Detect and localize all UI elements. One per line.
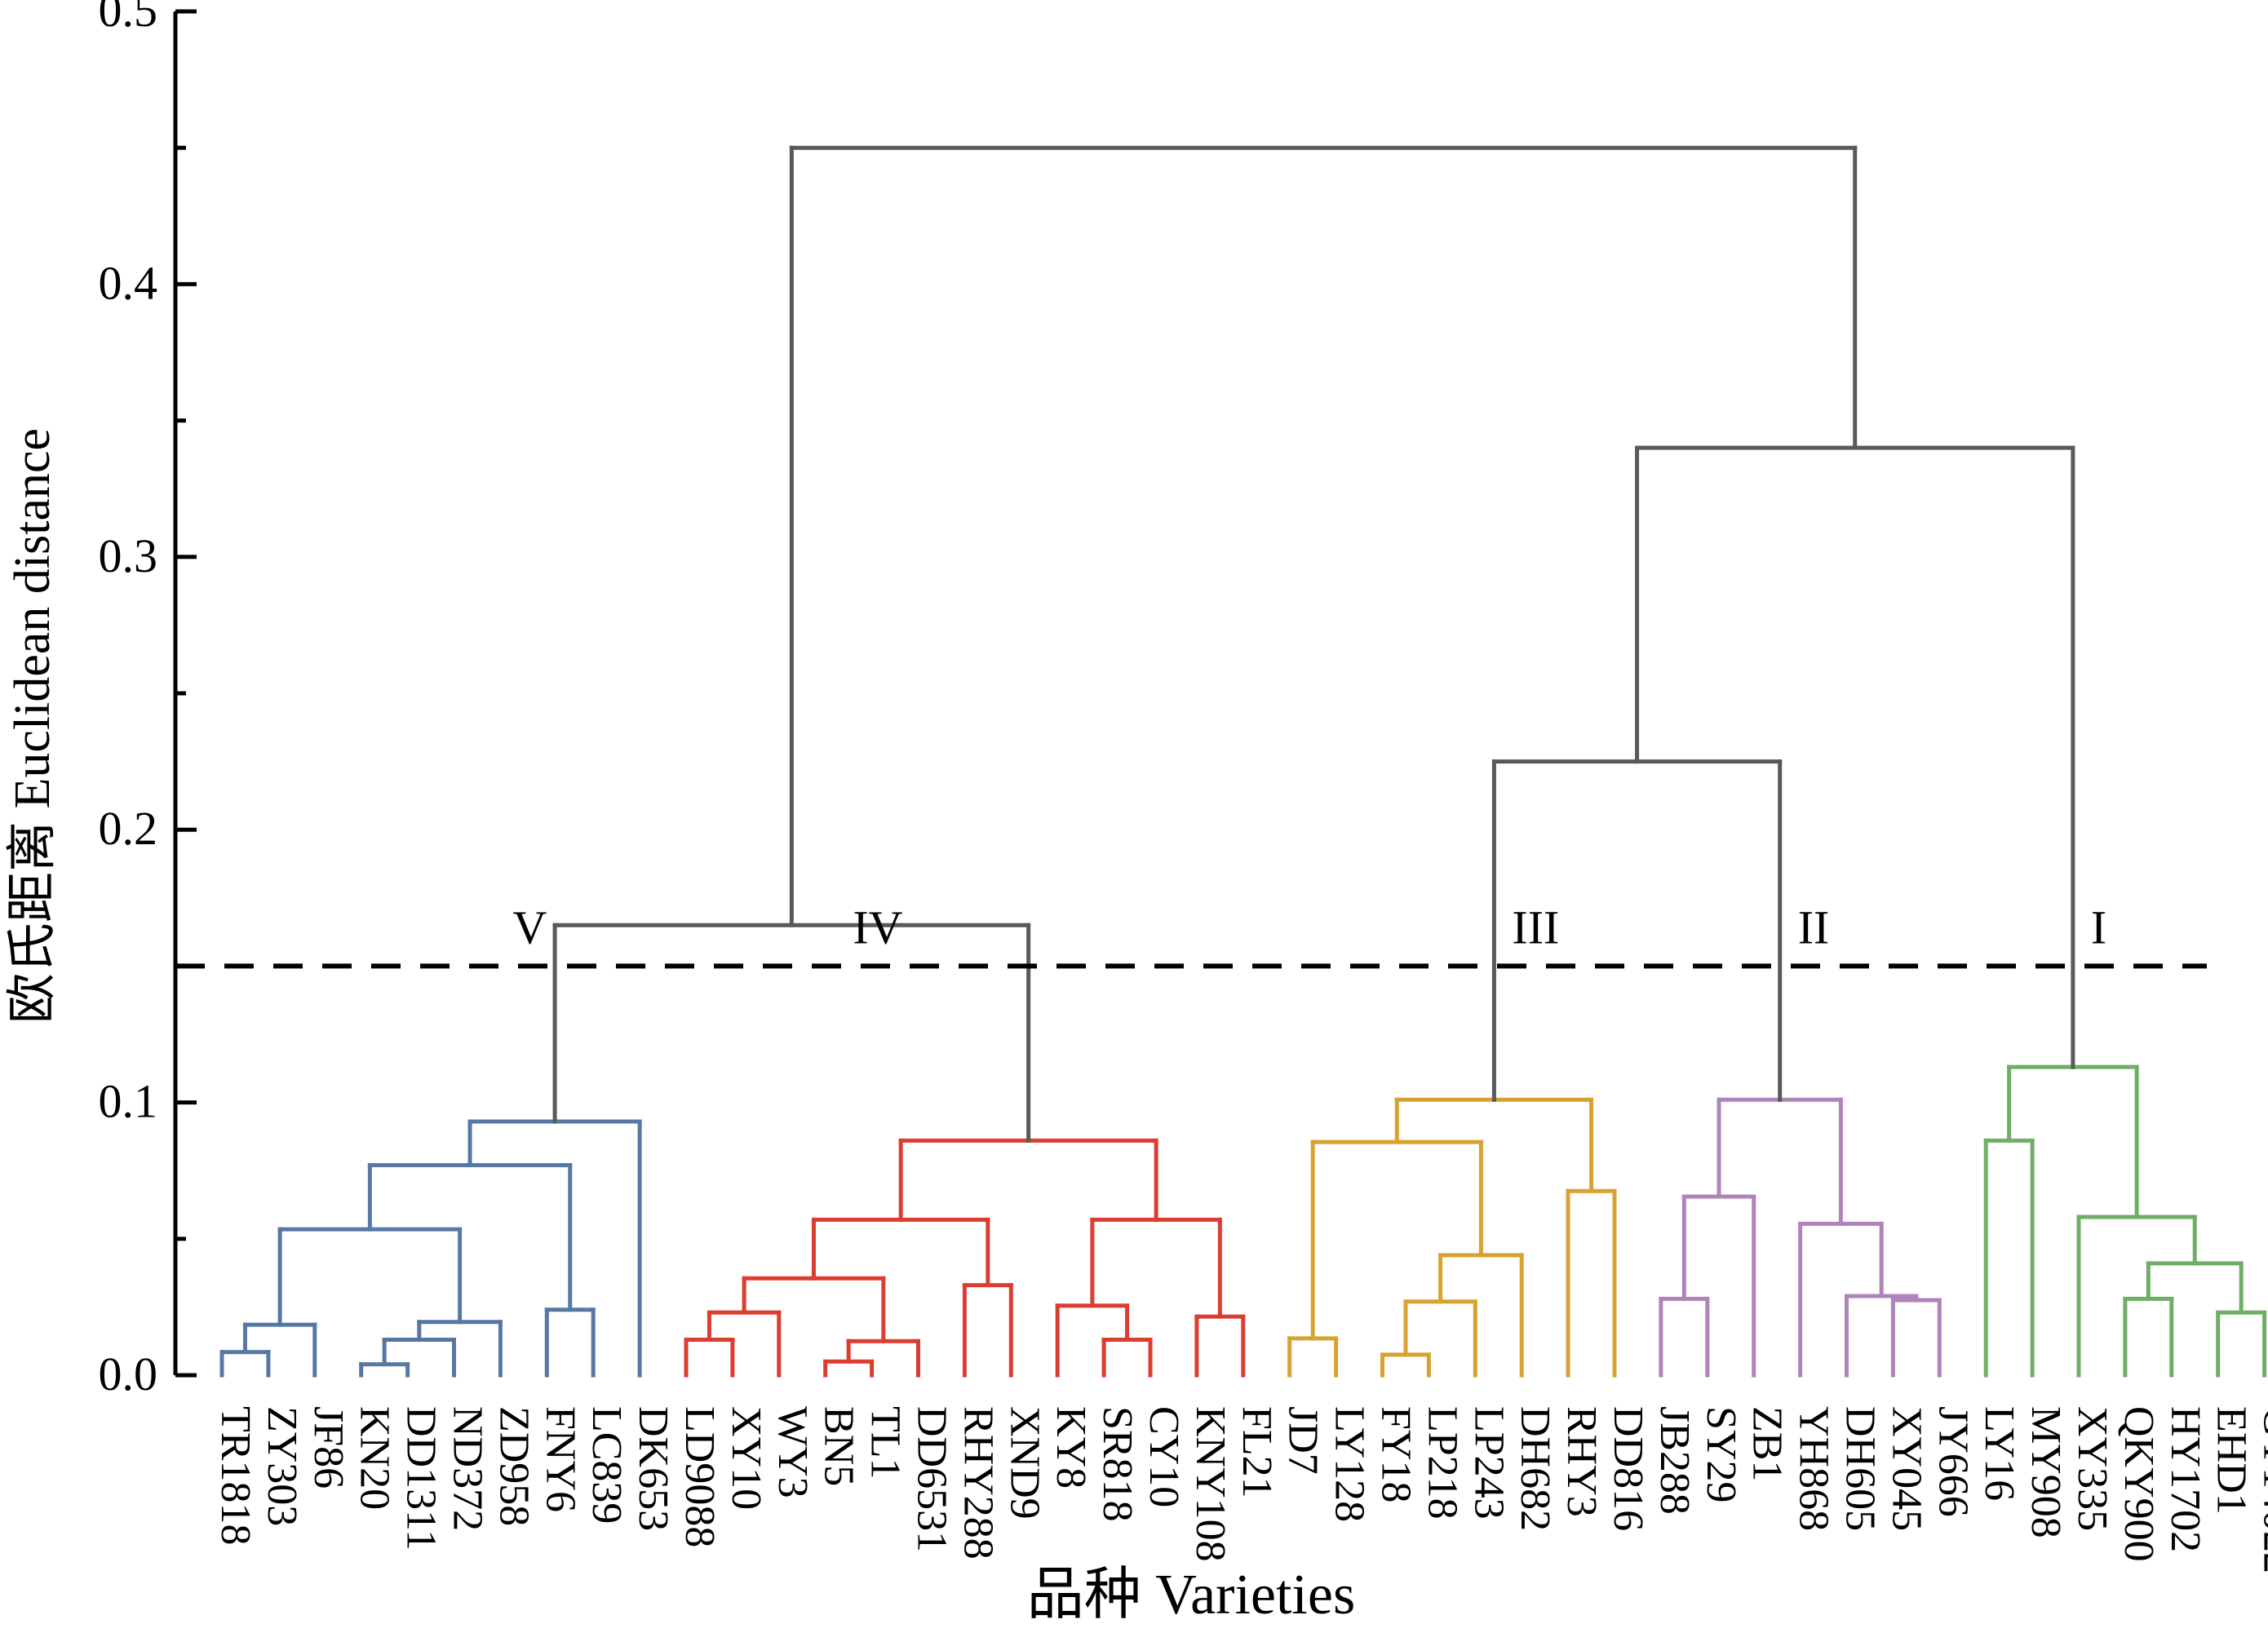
svg-text:LY128: LY128: [1327, 1406, 1373, 1522]
svg-text:DD1311: DD1311: [398, 1406, 445, 1551]
svg-text:XY045: XY045: [1883, 1406, 1929, 1531]
svg-text:JF86: JF86: [305, 1406, 352, 1489]
svg-text:FY18: FY18: [1373, 1406, 1420, 1502]
svg-text:BN5: BN5: [816, 1406, 862, 1486]
svg-text:KY8: KY8: [1048, 1406, 1094, 1489]
svg-text:ZY303: ZY303: [259, 1406, 305, 1526]
svg-text:JB288: JB288: [1651, 1406, 1698, 1515]
svg-text:DD816: DD816: [1605, 1406, 1651, 1531]
svg-text:DD6531: DD6531: [909, 1406, 955, 1552]
svg-text:KNY108: KNY108: [1187, 1406, 1234, 1562]
svg-text:KN20: KN20: [352, 1406, 398, 1510]
svg-text:QKY900: QKY900: [2115, 1406, 2162, 1562]
svg-text:SR818: SR818: [1094, 1406, 1141, 1522]
svg-text:MY908: MY908: [2022, 1406, 2069, 1538]
svg-text:XY10: XY10: [723, 1406, 769, 1510]
svg-text:XND9: XND9: [1001, 1406, 1048, 1520]
svg-text:EHD1: EHD1: [2208, 1406, 2255, 1515]
svg-text:FNY6: FNY6: [537, 1406, 583, 1512]
svg-text:0.5: 0.5: [99, 0, 158, 37]
svg-text:I: I: [2091, 900, 2106, 954]
svg-text:ND372: ND372: [445, 1406, 491, 1531]
svg-text:欧氏距离 Euclidean distance: 欧氏距离 Euclidean distance: [5, 428, 60, 1024]
svg-text:LP243: LP243: [1465, 1406, 1512, 1520]
svg-text:GY14022: GY14022: [2255, 1406, 2268, 1573]
svg-text:LP218: LP218: [1419, 1406, 1465, 1520]
svg-text:DK653: DK653: [630, 1406, 676, 1531]
svg-text:II: II: [1798, 900, 1830, 954]
svg-text:0.3: 0.3: [99, 529, 158, 582]
svg-text:品种 Varieties: 品种 Varieties: [1027, 1564, 1355, 1626]
svg-text:CY10: CY10: [1141, 1406, 1187, 1507]
svg-text:RHY3: RHY3: [1558, 1406, 1605, 1517]
svg-text:JD7: JD7: [1280, 1406, 1327, 1475]
svg-text:ZB1: ZB1: [1744, 1406, 1791, 1481]
svg-text:DH682: DH682: [1512, 1406, 1558, 1531]
svg-text:YH868: YH868: [1791, 1406, 1837, 1531]
svg-text:LC839: LC839: [583, 1406, 630, 1524]
svg-text:WY3: WY3: [769, 1406, 816, 1498]
svg-text:TR1818: TR1818: [212, 1406, 259, 1545]
svg-text:LY16: LY16: [1976, 1406, 2022, 1501]
svg-text:XY335: XY335: [2069, 1406, 2115, 1531]
svg-text:TL1: TL1: [862, 1406, 909, 1480]
svg-text:HY1702: HY1702: [2162, 1406, 2208, 1552]
svg-text:FL21: FL21: [1234, 1406, 1280, 1498]
svg-text:0.1: 0.1: [99, 1075, 158, 1128]
svg-text:LD9088: LD9088: [676, 1406, 723, 1547]
svg-text:0.2: 0.2: [99, 802, 158, 855]
svg-text:0.0: 0.0: [99, 1347, 158, 1400]
svg-text:JY666: JY666: [1929, 1406, 1976, 1517]
svg-text:DH605: DH605: [1837, 1406, 1884, 1531]
svg-text:RHY288: RHY288: [955, 1406, 1001, 1560]
svg-text:ZD958: ZD958: [490, 1406, 537, 1526]
svg-text:SY29: SY29: [1698, 1406, 1744, 1502]
svg-text:IV: IV: [853, 900, 902, 954]
svg-text:III: III: [1512, 900, 1559, 954]
svg-text:0.4: 0.4: [99, 256, 158, 309]
svg-text:V: V: [512, 900, 547, 954]
